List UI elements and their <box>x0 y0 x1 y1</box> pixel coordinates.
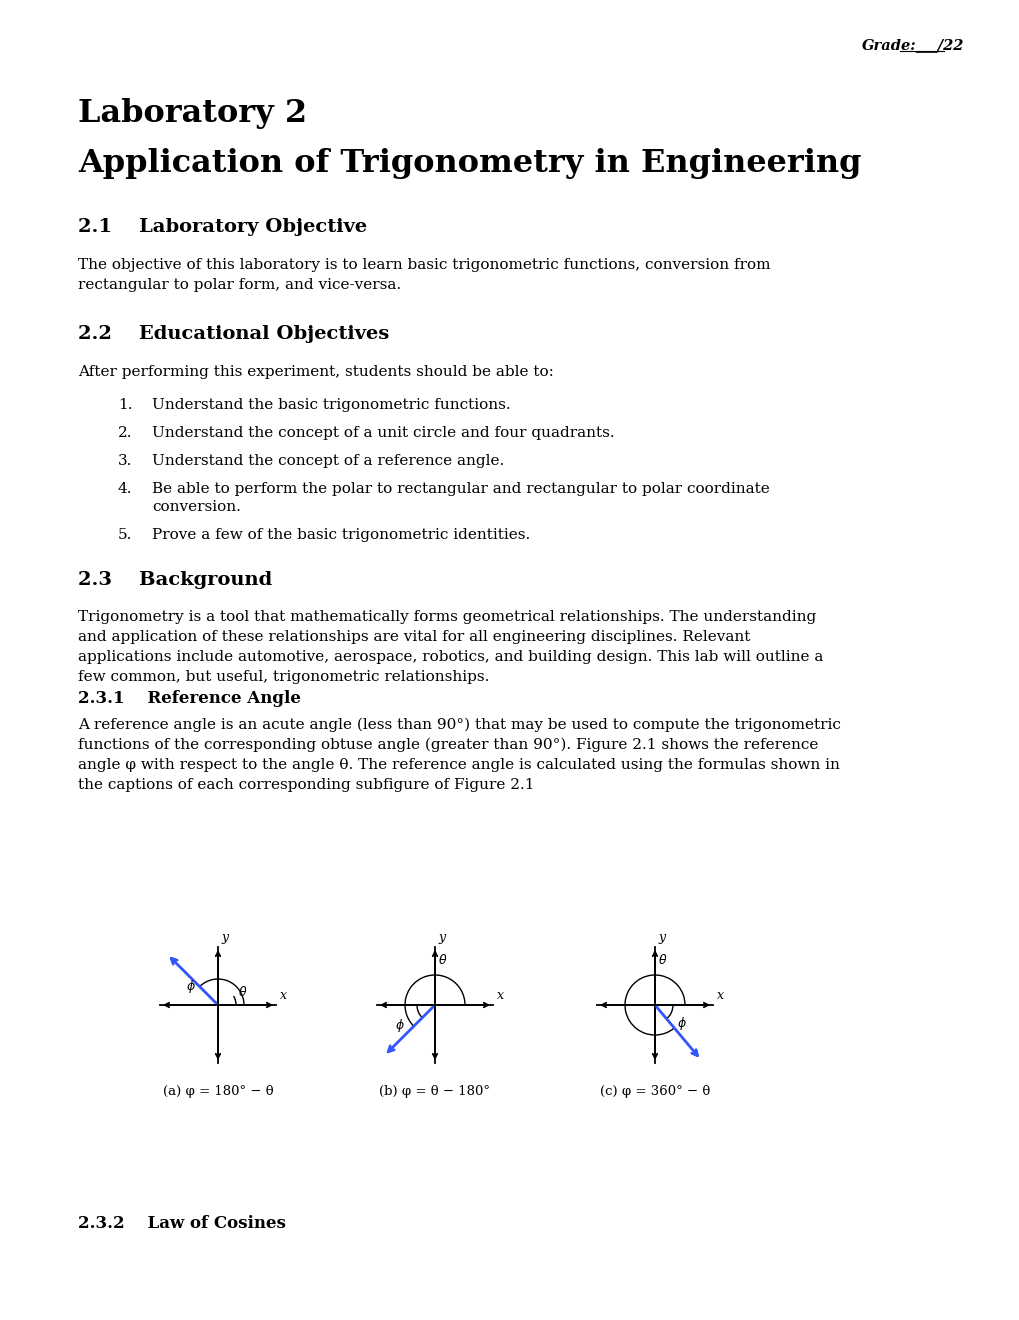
Text: x: x <box>280 989 286 1002</box>
Text: Prove a few of the basic trigonometric identities.: Prove a few of the basic trigonometric i… <box>152 528 530 543</box>
Text: $\phi$: $\phi$ <box>677 1015 686 1032</box>
Text: Understand the basic trigonometric functions.: Understand the basic trigonometric funct… <box>152 399 511 412</box>
Text: 2.2    Educational Objectives: 2.2 Educational Objectives <box>77 325 389 343</box>
Text: x: x <box>496 989 503 1002</box>
Text: After performing this experiment, students should be able to:: After performing this experiment, studen… <box>77 366 553 379</box>
Text: Be able to perform the polar to rectangular and rectangular to polar coordinate: Be able to perform the polar to rectangu… <box>152 482 769 496</box>
Text: $\theta$: $\theta$ <box>437 953 447 968</box>
Text: 2.1    Laboratory Objective: 2.1 Laboratory Objective <box>77 218 367 236</box>
Text: The objective of this laboratory is to learn basic trigonometric functions, conv: The objective of this laboratory is to l… <box>77 257 769 272</box>
Text: functions of the corresponding obtuse angle (greater than 90°). Figure 2.1 shows: functions of the corresponding obtuse an… <box>77 738 817 752</box>
Text: $\phi$: $\phi$ <box>394 1016 405 1034</box>
Text: angle φ with respect to the angle θ. The reference angle is calculated using the: angle φ with respect to the angle θ. The… <box>77 758 839 772</box>
Text: Understand the concept of a reference angle.: Understand the concept of a reference an… <box>152 454 503 469</box>
Text: A reference angle is an acute angle (less than 90°) that may be used to compute : A reference angle is an acute angle (les… <box>77 718 840 733</box>
Text: and application of these relationships are vital for all engineering disciplines: and application of these relationships a… <box>77 630 750 644</box>
Text: applications include automotive, aerospace, robotics, and building design. This : applications include automotive, aerospa… <box>77 649 822 664</box>
Text: conversion.: conversion. <box>152 500 240 513</box>
Text: Grade:___/22: Grade:___/22 <box>861 38 963 51</box>
Text: Application of Trigonometry in Engineering: Application of Trigonometry in Engineeri… <box>77 148 861 180</box>
Text: 5.: 5. <box>118 528 132 543</box>
Text: y: y <box>657 931 664 944</box>
Text: y: y <box>221 931 228 944</box>
Text: the captions of each corresponding subfigure of Figure 2.1: the captions of each corresponding subfi… <box>77 777 534 792</box>
Text: (c) φ = 360° − θ: (c) φ = 360° − θ <box>599 1085 709 1098</box>
Text: rectangular to polar form, and vice-versa.: rectangular to polar form, and vice-vers… <box>77 279 400 292</box>
Text: $\theta$: $\theta$ <box>237 985 248 999</box>
Text: $\phi$: $\phi$ <box>186 978 196 995</box>
Text: 2.3.1    Reference Angle: 2.3.1 Reference Angle <box>77 690 301 708</box>
Text: (b) φ = θ − 180°: (b) φ = θ − 180° <box>379 1085 490 1098</box>
Text: 4.: 4. <box>118 482 132 496</box>
Text: $\theta$: $\theta$ <box>657 953 666 968</box>
Text: x: x <box>716 989 723 1002</box>
Text: few common, but useful, trigonometric relationships.: few common, but useful, trigonometric re… <box>77 671 489 684</box>
Text: 2.: 2. <box>118 426 132 440</box>
Text: 2.3    Background: 2.3 Background <box>77 572 272 589</box>
Text: y: y <box>437 931 444 944</box>
Text: Trigonometry is a tool that mathematically forms geometrical relationships. The : Trigonometry is a tool that mathematical… <box>77 610 815 624</box>
Text: Understand the concept of a unit circle and four quadrants.: Understand the concept of a unit circle … <box>152 426 614 440</box>
Text: (a) φ = 180° − θ: (a) φ = 180° − θ <box>162 1085 273 1098</box>
Text: 1.: 1. <box>118 399 132 412</box>
Text: 3.: 3. <box>118 454 132 469</box>
Text: 2.3.2    Law of Cosines: 2.3.2 Law of Cosines <box>77 1214 285 1232</box>
Text: Laboratory 2: Laboratory 2 <box>77 98 307 129</box>
